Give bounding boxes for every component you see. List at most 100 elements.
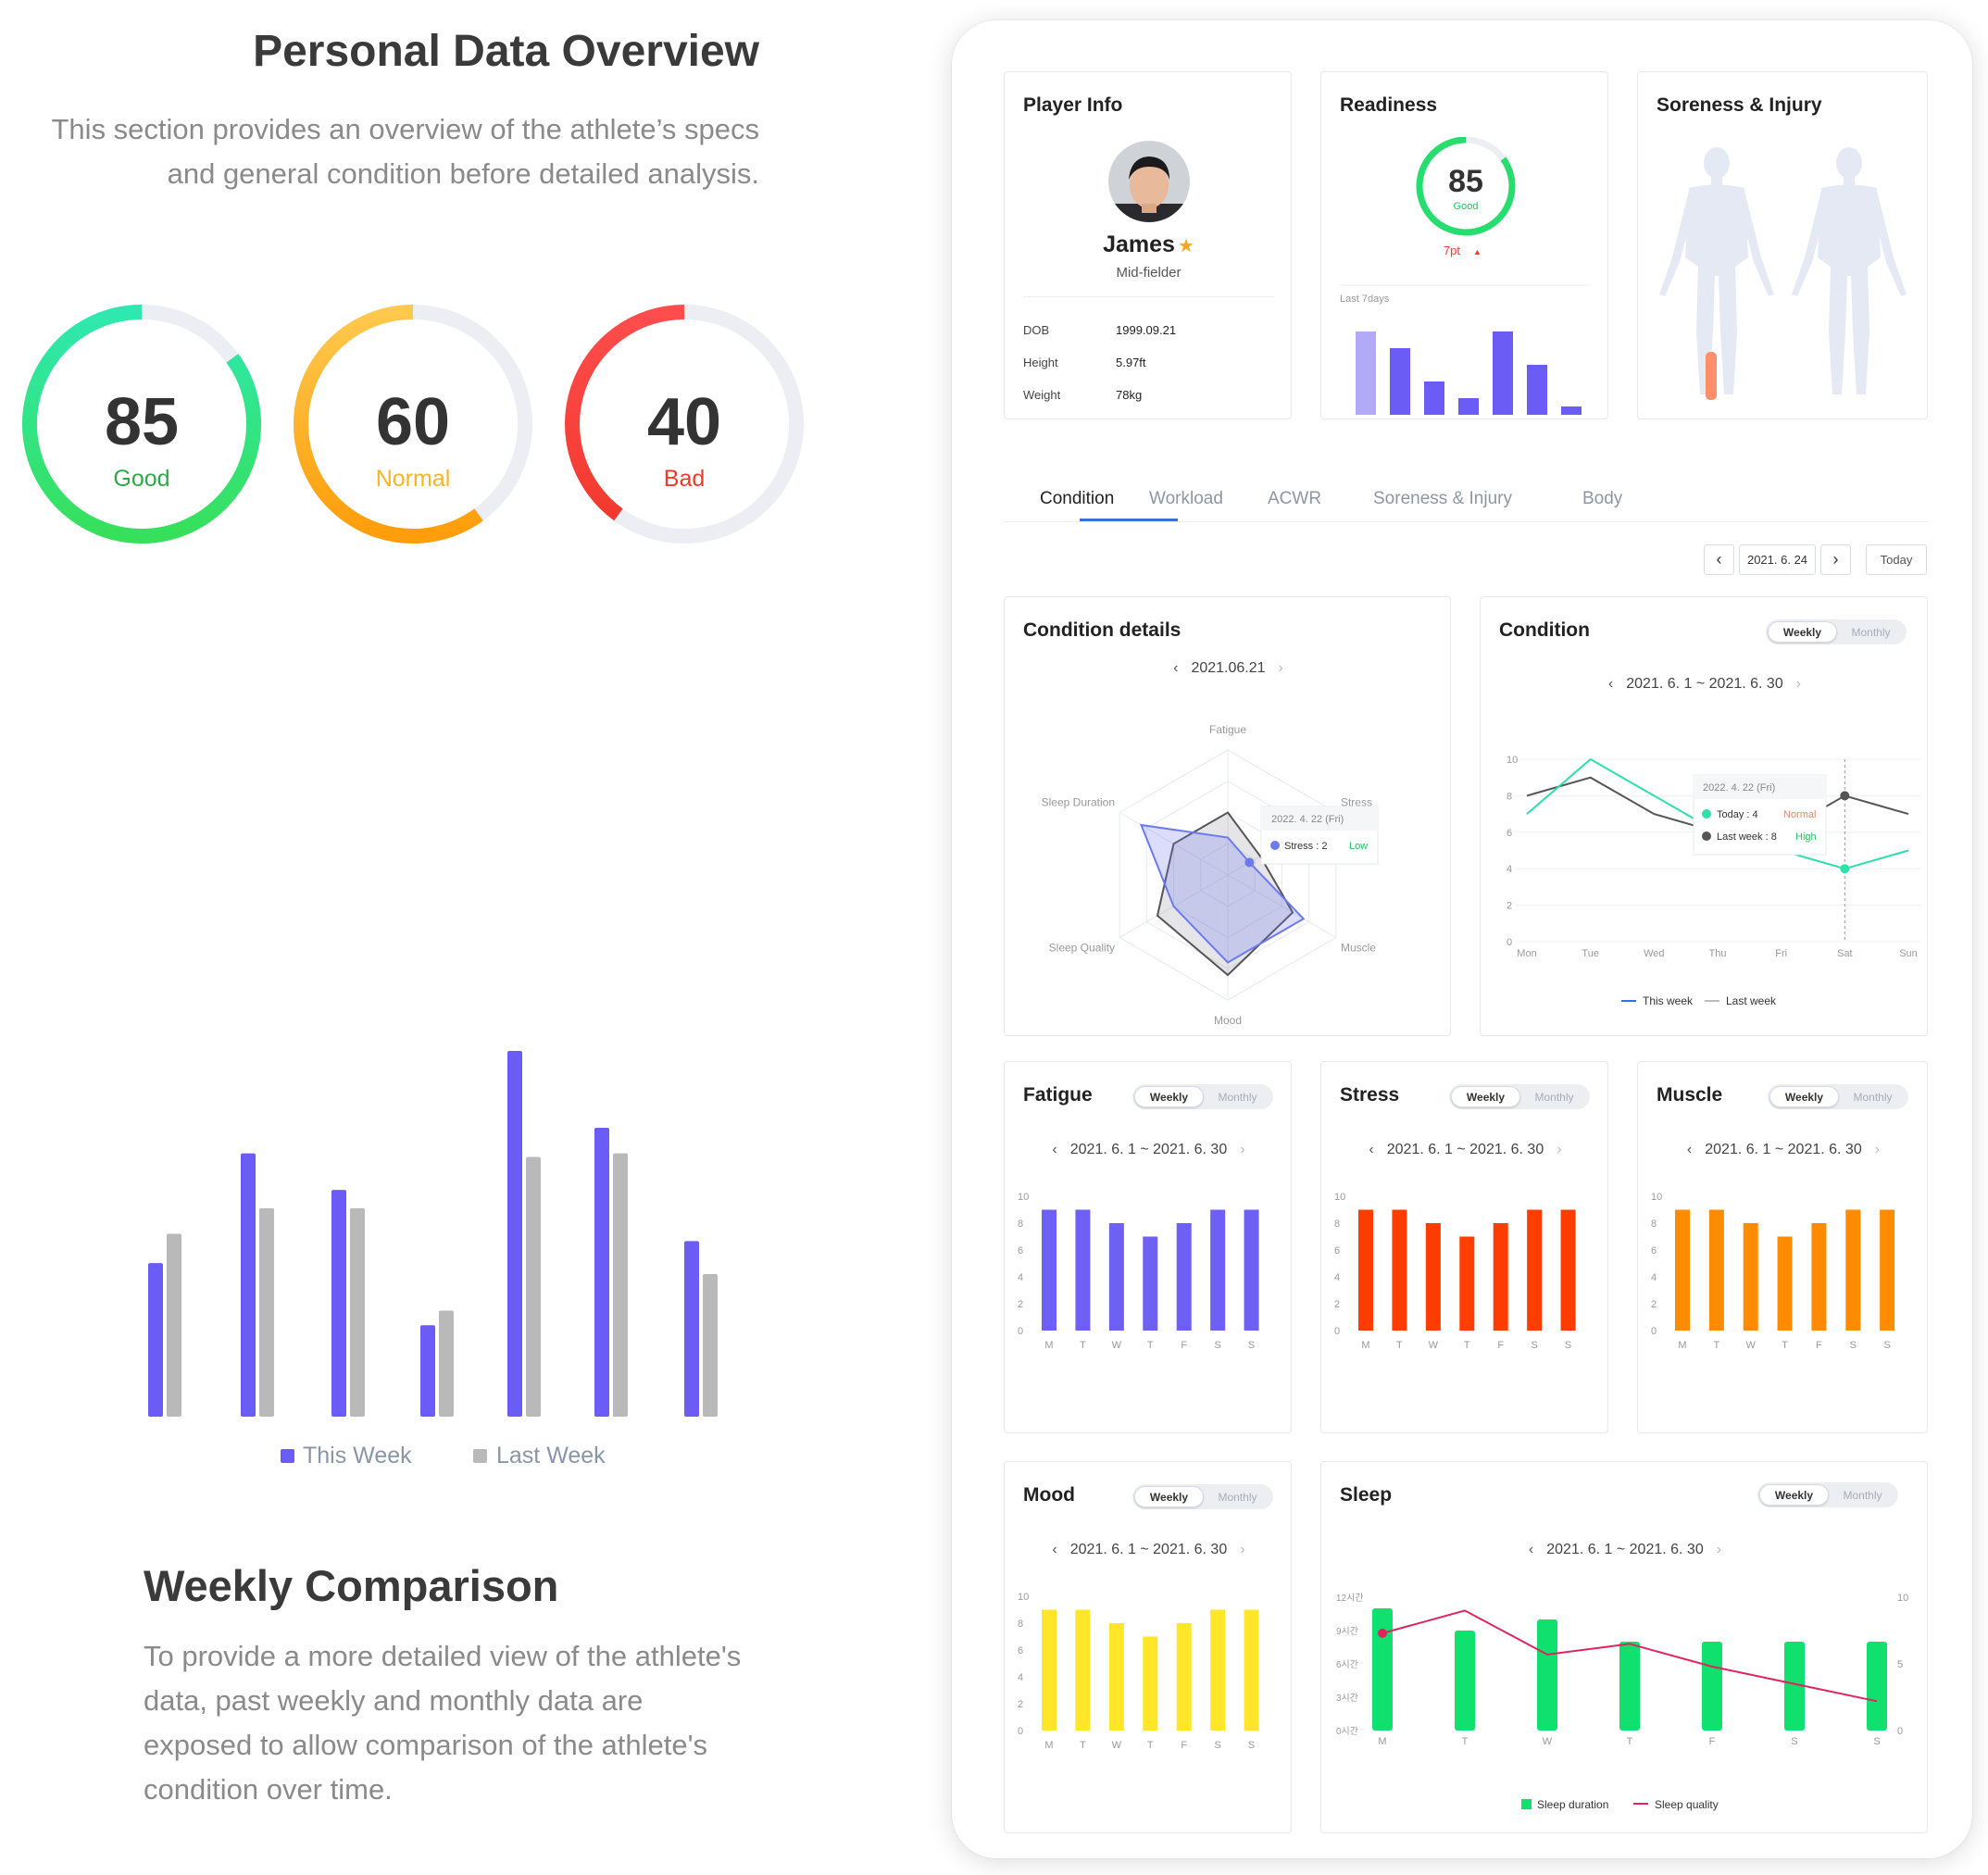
active-tab-indicator bbox=[1080, 519, 1178, 521]
bar bbox=[1811, 1223, 1827, 1331]
tab-soreness-injury[interactable]: Soreness & Injury bbox=[1373, 489, 1512, 508]
sleep-duration-bar bbox=[1372, 1608, 1393, 1731]
bar-x-label: F bbox=[1497, 1340, 1504, 1351]
bar-y-tick: 2 bbox=[1018, 1699, 1023, 1710]
toggle-weekly[interactable]: Weekly bbox=[1759, 1484, 1829, 1506]
weekly-desc-line-2: data, past weekly and monthly data are bbox=[144, 1684, 644, 1717]
radar-spoke bbox=[1227, 874, 1337, 938]
line-this-week-selected-point[interactable] bbox=[1840, 864, 1850, 874]
sleep-duration-bar bbox=[1784, 1642, 1805, 1731]
chevron-right-icon[interactable]: › bbox=[1795, 676, 1802, 692]
intro-description-line-2: and general condition before detailed an… bbox=[167, 157, 759, 190]
date-next-button[interactable]: › bbox=[1820, 544, 1851, 575]
player-name-row: James ★ bbox=[1005, 231, 1293, 258]
player-name: James bbox=[1103, 231, 1175, 257]
bar bbox=[1560, 1209, 1576, 1331]
fatigue-bar-chart: 10 8 6 4 2 0 M T W T F S S bbox=[1018, 1192, 1259, 1351]
bar-this-week bbox=[507, 1051, 522, 1417]
bar bbox=[1042, 1209, 1057, 1331]
gauge-normal-label: Normal bbox=[376, 466, 451, 492]
up-arrow-icon: ▲ bbox=[1473, 247, 1482, 256]
bar-y-tick: 4 bbox=[1018, 1672, 1023, 1683]
toggle-monthly[interactable]: Monthly bbox=[1218, 1490, 1257, 1504]
body-map[interactable] bbox=[1638, 146, 1929, 415]
bar-y-tick: 6 bbox=[1651, 1245, 1657, 1256]
bar bbox=[1358, 1209, 1373, 1331]
bar bbox=[1176, 1223, 1192, 1331]
stress-range: 2021. 6. 1 ~ 2021. 6. 30 bbox=[1386, 1142, 1544, 1157]
radar-axis-label: Stress bbox=[1341, 796, 1372, 809]
chevron-left-icon[interactable]: ‹ bbox=[1369, 1142, 1374, 1157]
bar-x-label: T bbox=[1396, 1340, 1403, 1351]
sleep-quality-selected-point[interactable] bbox=[1378, 1628, 1387, 1638]
line-last-week-selected-point[interactable] bbox=[1840, 791, 1850, 801]
condition-details-date-nav: ‹ 2021.06.21 › bbox=[1005, 660, 1452, 677]
sleep-y-left-tick: 3시간 bbox=[1336, 1693, 1358, 1704]
line-tooltip-last: Last week : 8 bbox=[1717, 831, 1777, 843]
muscle-card: Muscle Weekly Monthly ‹ 2021. 6. 1 ~ 2021.… bbox=[1637, 1061, 1928, 1433]
bar-y-tick: 2 bbox=[1334, 1299, 1340, 1310]
tab-workload[interactable]: Workload bbox=[1149, 489, 1223, 508]
date-display[interactable]: 2021. 6. 24 bbox=[1739, 544, 1816, 575]
sleep-x-label: S bbox=[1873, 1736, 1880, 1747]
legend-last-week: Last Week bbox=[496, 1443, 606, 1469]
chevron-left-icon[interactable]: ‹ bbox=[1528, 1542, 1534, 1557]
line-y-tick: 8 bbox=[1507, 791, 1512, 802]
toggle-weekly[interactable]: Weekly bbox=[1768, 621, 1837, 643]
weight-value: 78kg bbox=[1116, 388, 1143, 402]
chevron-left-icon[interactable]: ‹ bbox=[1686, 1142, 1693, 1157]
bar-x-label: T bbox=[1782, 1340, 1788, 1351]
bar-y-tick: 8 bbox=[1018, 1219, 1023, 1230]
chevron-left-icon[interactable]: ‹ bbox=[1052, 1542, 1057, 1557]
line-x-label: Fri bbox=[1775, 948, 1787, 959]
bar-y-tick: 0 bbox=[1334, 1326, 1340, 1337]
legend-this-week-swatch bbox=[281, 1449, 294, 1463]
chevron-left-icon[interactable]: ‹ bbox=[1173, 660, 1179, 676]
bar-y-tick: 8 bbox=[1018, 1619, 1023, 1630]
favorite-star-icon[interactable]: ★ bbox=[1177, 236, 1194, 256]
line-y-tick: 2 bbox=[1507, 901, 1512, 912]
sleep-x-label: S bbox=[1791, 1736, 1797, 1747]
radar-selected-point[interactable] bbox=[1244, 857, 1255, 868]
injury-highlight-left-shin[interactable] bbox=[1706, 352, 1717, 400]
chevron-right-icon[interactable]: › bbox=[1716, 1542, 1722, 1557]
radar-axis-label: Muscle bbox=[1341, 942, 1376, 955]
score-gauges: 85 Good 60 Normal 40 Bad bbox=[22, 305, 804, 544]
soreness-title: Soreness & Injury bbox=[1657, 94, 1822, 116]
toggle-weekly[interactable]: Weekly bbox=[1134, 1086, 1204, 1107]
sleep-x-label: T bbox=[1627, 1736, 1633, 1747]
toggle-weekly[interactable]: Weekly bbox=[1134, 1486, 1204, 1507]
readiness-label: Good bbox=[1454, 201, 1479, 212]
today-button[interactable]: Today bbox=[1866, 544, 1927, 575]
stress-title: Stress bbox=[1340, 1084, 1400, 1106]
date-prev-button[interactable]: ‹ bbox=[1704, 544, 1734, 575]
chevron-right-icon[interactable]: › bbox=[1874, 1142, 1881, 1157]
toggle-monthly[interactable]: Monthly bbox=[1534, 1090, 1574, 1104]
chevron-right-icon[interactable]: › bbox=[1240, 1542, 1245, 1557]
bar-x-label: S bbox=[1565, 1340, 1571, 1351]
toggle-weekly[interactable]: Weekly bbox=[1451, 1086, 1520, 1107]
chevron-right-icon[interactable]: › bbox=[1278, 660, 1283, 676]
chevron-right-icon[interactable]: › bbox=[1240, 1142, 1245, 1157]
bar-y-tick: 6 bbox=[1018, 1645, 1023, 1656]
toggle-weekly[interactable]: Weekly bbox=[1769, 1086, 1839, 1107]
tab-body[interactable]: Body bbox=[1582, 489, 1623, 508]
toggle-monthly[interactable]: Monthly bbox=[1851, 625, 1891, 639]
fatigue-range-nav: ‹ 2021. 6. 1 ~ 2021. 6. 30 › bbox=[1005, 1142, 1293, 1158]
bar-y-tick: 10 bbox=[1651, 1192, 1662, 1203]
line-tooltip-today-dot bbox=[1702, 809, 1711, 819]
radar-tooltip-header bbox=[1261, 806, 1378, 831]
player-avatar bbox=[1108, 141, 1190, 222]
chevron-left-icon[interactable]: ‹ bbox=[1607, 676, 1614, 692]
toggle-monthly[interactable]: Monthly bbox=[1853, 1090, 1893, 1104]
sleep-duration-bar bbox=[1455, 1631, 1475, 1731]
chevron-right-icon[interactable]: › bbox=[1557, 1142, 1562, 1157]
readiness-bar bbox=[1527, 365, 1547, 415]
tab-condition[interactable]: Condition bbox=[1040, 489, 1115, 508]
gauge-good-value: 85 bbox=[105, 385, 179, 459]
tab-acwr[interactable]: ACWR bbox=[1268, 489, 1322, 508]
readiness-bar bbox=[1561, 406, 1582, 415]
toggle-monthly[interactable]: Monthly bbox=[1218, 1090, 1257, 1104]
toggle-monthly[interactable]: Monthly bbox=[1843, 1488, 1882, 1502]
chevron-left-icon[interactable]: ‹ bbox=[1052, 1142, 1057, 1157]
